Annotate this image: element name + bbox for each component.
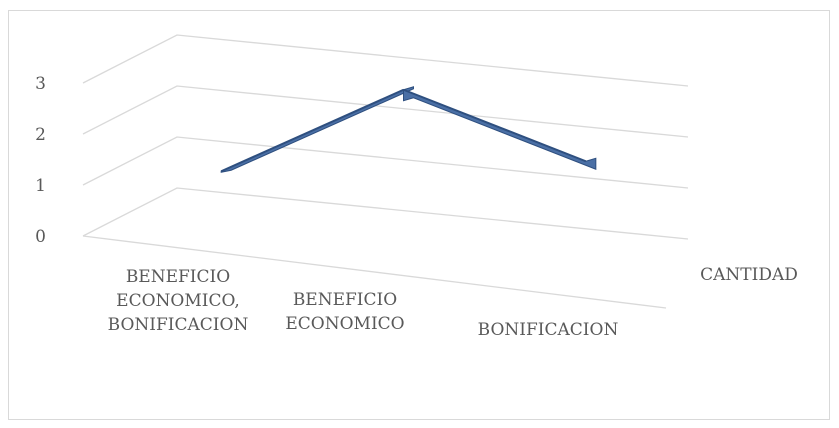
category-label: BONIFICACION [478, 320, 619, 340]
category-label-line: ECONOMICO, [116, 291, 240, 311]
gridlines [82, 34, 689, 309]
y-tick-label: 1 [35, 176, 46, 196]
y-tick-labels: 0 1 2 3 [35, 74, 46, 247]
category-label-line: BENEFICIO [126, 267, 230, 287]
floor-front-edge [82, 235, 667, 309]
gridline [82, 136, 689, 189]
category-label-line: BENEFICIO [293, 290, 397, 310]
category-labels: BENEFICIO ECONOMICO, BONIFICACIONBENEFICIO… [108, 267, 619, 340]
series-axis-label: CANTIDAD [700, 265, 798, 285]
category-label: BENEFICIO ECONOMICO, BONIFICACION [108, 267, 249, 335]
category-label: BENEFICIO ECONOMICO [285, 290, 404, 334]
category-label-line: BONIFICACION [108, 315, 249, 335]
gridline [82, 85, 689, 138]
gridline [82, 34, 689, 87]
series-layer [220, 86, 597, 173]
y-tick-label: 2 [35, 125, 46, 145]
y-tick-label: 0 [35, 227, 46, 247]
y-tick-label: 3 [35, 74, 46, 94]
series-line-edge [220, 88, 404, 173]
gridline [82, 187, 689, 240]
category-label-line: BONIFICACION [478, 320, 619, 340]
series-line-edge [403, 88, 587, 163]
series-axis-labels: CANTIDAD [700, 265, 798, 285]
chart-frame [8, 10, 830, 420]
category-label-line: ECONOMICO [285, 314, 404, 334]
